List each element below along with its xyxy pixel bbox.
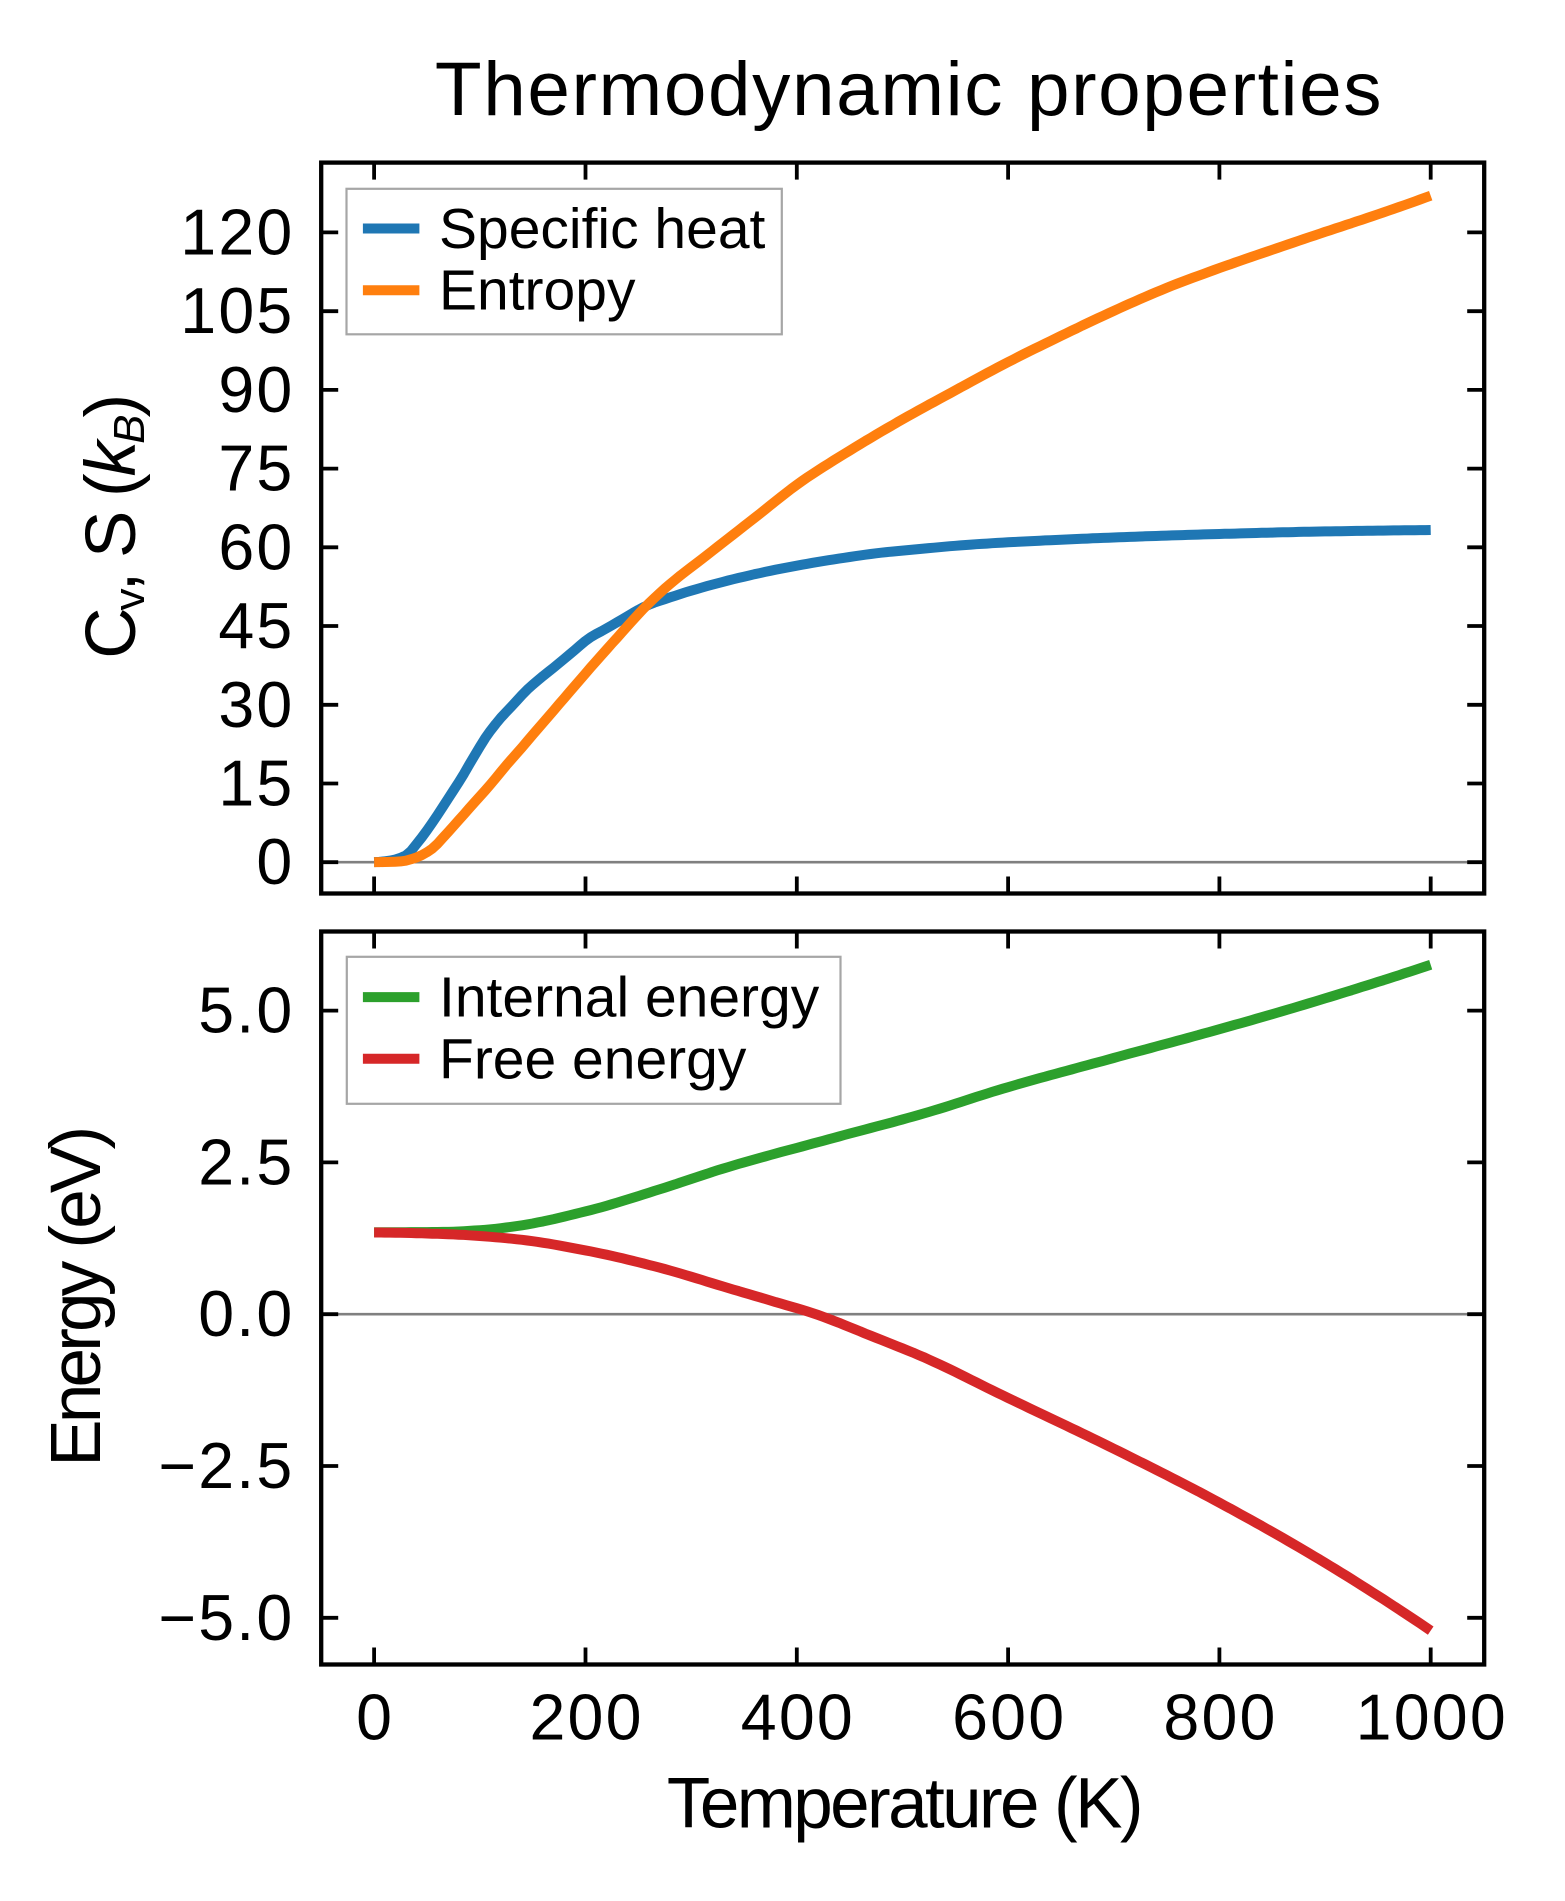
svg-text:Internal energy: Internal energy — [439, 966, 820, 1030]
svg-text:60: 60 — [218, 511, 294, 583]
svg-text:400: 400 — [741, 1682, 855, 1754]
svg-text:120: 120 — [180, 196, 294, 268]
svg-text:0.0: 0.0 — [198, 1278, 294, 1350]
svg-text:200: 200 — [529, 1682, 643, 1754]
svg-text:Thermodynamic properties: Thermodynamic properties — [435, 47, 1383, 132]
svg-text:90: 90 — [218, 354, 294, 426]
svg-text:15: 15 — [218, 748, 294, 820]
svg-text:45: 45 — [218, 590, 294, 662]
svg-text:0: 0 — [356, 1682, 394, 1754]
svg-text:−5.0: −5.0 — [158, 1582, 294, 1654]
svg-text:1000: 1000 — [1356, 1682, 1508, 1754]
svg-text:−2.5: −2.5 — [158, 1430, 294, 1502]
svg-text:Free energy: Free energy — [439, 1027, 747, 1091]
svg-text:0: 0 — [256, 826, 294, 898]
svg-text:75: 75 — [218, 433, 294, 505]
svg-text:600: 600 — [952, 1682, 1066, 1754]
svg-text:2.5: 2.5 — [198, 1126, 294, 1198]
svg-text:105: 105 — [180, 275, 294, 347]
svg-text:Temperature (K): Temperature (K) — [667, 1765, 1141, 1844]
svg-text:Energy (eV): Energy (eV) — [37, 1130, 116, 1467]
svg-text:Specific heat: Specific heat — [439, 197, 766, 261]
svg-text:30: 30 — [218, 669, 294, 741]
svg-text:800: 800 — [1163, 1682, 1277, 1754]
svg-text:5.0: 5.0 — [198, 975, 294, 1047]
svg-text:Entropy: Entropy — [439, 259, 636, 323]
